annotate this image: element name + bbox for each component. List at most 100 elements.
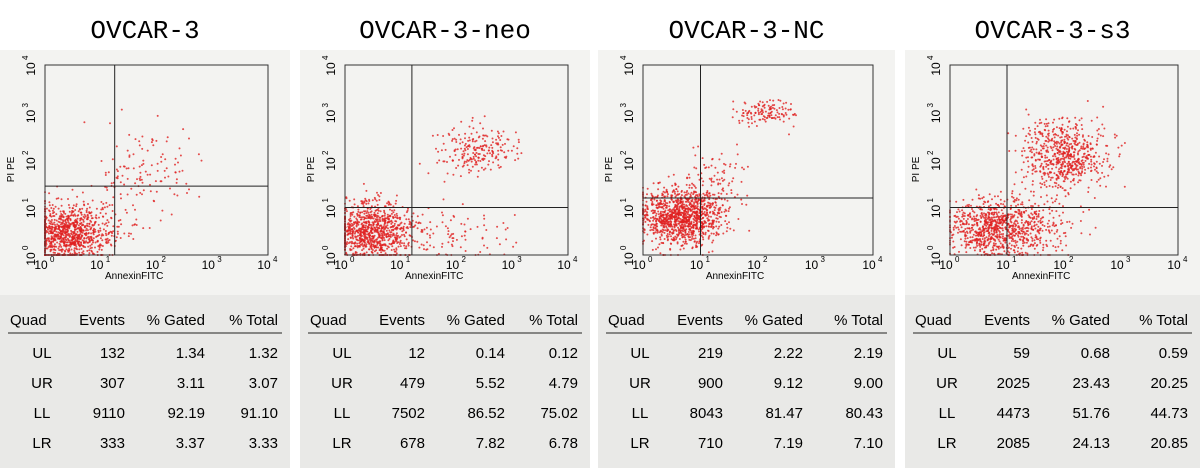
event-dot (1001, 237, 1004, 240)
event-dot (741, 203, 743, 205)
event-dot (707, 251, 710, 254)
event-dot (375, 218, 378, 221)
event-dot (367, 211, 370, 214)
event-dot (660, 210, 662, 213)
event-dot (984, 219, 986, 222)
event-dot (374, 215, 377, 218)
event-dot (383, 211, 386, 214)
event-dot (974, 246, 977, 249)
event-dot (683, 211, 686, 214)
event-dot (997, 195, 999, 198)
event-dot (80, 213, 83, 216)
event-dot (371, 251, 374, 254)
x-tick-exponent: 4 (573, 255, 578, 264)
event-dot (702, 232, 705, 235)
event-dot (75, 236, 78, 239)
event-dot (781, 106, 784, 108)
event-dot (127, 167, 130, 170)
table-cell: 1.34 (176, 345, 205, 362)
event-dot (971, 198, 974, 201)
event-dot (1016, 250, 1019, 253)
event-dot (94, 221, 96, 224)
event-dot (374, 229, 377, 232)
event-dot (441, 211, 443, 214)
event-dot (123, 183, 126, 186)
event-dot (64, 219, 67, 222)
event-dot (499, 139, 502, 141)
event-dot (770, 107, 772, 110)
event-dot (1008, 150, 1011, 152)
event-dot (67, 214, 70, 217)
event-dot (1095, 167, 1098, 170)
event-dot (85, 229, 87, 232)
event-dot (56, 252, 59, 255)
event-dot (367, 226, 370, 229)
event-dot (349, 217, 352, 220)
event-dot (175, 181, 178, 184)
event-dot (360, 223, 363, 226)
event-dot (475, 155, 478, 158)
event-dot (987, 237, 990, 240)
event-dot (694, 186, 697, 189)
event-dot (405, 245, 408, 248)
event-dot (110, 244, 113, 247)
event-dot (691, 232, 694, 235)
event-dot (395, 199, 398, 202)
event-dot (383, 222, 386, 225)
event-dot (48, 192, 51, 195)
event-dot (727, 184, 730, 187)
event-dot (716, 171, 719, 174)
event-dot (119, 237, 122, 239)
event-dot (73, 247, 76, 250)
event-dot (185, 182, 188, 185)
event-dot (1103, 127, 1106, 130)
event-dot (957, 231, 959, 234)
event-dot (651, 240, 654, 243)
event-dot (106, 219, 109, 222)
event-dot (72, 221, 75, 224)
event-dot (667, 175, 670, 178)
event-dot (70, 242, 73, 245)
event-dot (655, 219, 657, 222)
event-dot (1062, 211, 1064, 214)
event-dot (755, 125, 758, 127)
event-dot (156, 114, 159, 117)
event-dot (675, 236, 678, 239)
event-dot (661, 203, 664, 206)
event-dot (484, 167, 487, 170)
x-tick-label: 10 (805, 258, 819, 272)
event-dot (92, 229, 95, 232)
event-dot (486, 246, 489, 249)
event-dot (106, 189, 109, 191)
event-dot (710, 232, 713, 235)
panel-title: OVCAR-3-neo (359, 16, 531, 46)
event-dot (159, 219, 162, 222)
event-dot (354, 236, 357, 239)
event-dot (350, 219, 353, 222)
event-dot (723, 178, 726, 181)
event-dot (112, 230, 115, 233)
event-dot (1106, 144, 1109, 147)
event-dot (90, 243, 93, 246)
event-dot (97, 223, 100, 226)
event-dot (1066, 142, 1069, 145)
event-dot (992, 242, 995, 245)
event-dot (101, 222, 104, 225)
event-dot (1039, 241, 1042, 244)
event-dot (694, 234, 697, 237)
event-dot (418, 246, 421, 249)
event-dot (1020, 221, 1023, 224)
event-dot (401, 242, 403, 245)
event-dot (48, 210, 51, 213)
event-dot (692, 204, 695, 207)
event-dot (48, 201, 51, 204)
event-dot (432, 232, 435, 235)
event-dot (94, 241, 97, 244)
event-dot (668, 210, 671, 213)
event-dot (681, 236, 684, 239)
event-dot (383, 249, 386, 252)
event-dot (120, 108, 123, 111)
event-dot (105, 186, 108, 189)
event-dot (82, 245, 85, 248)
event-dot (1025, 108, 1028, 111)
